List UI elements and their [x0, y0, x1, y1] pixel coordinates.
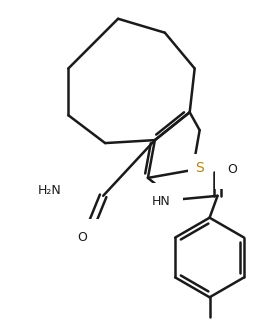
- Text: O: O: [227, 163, 237, 177]
- Text: S: S: [195, 161, 204, 175]
- Text: HN: HN: [152, 195, 171, 208]
- Text: O: O: [77, 231, 87, 244]
- Text: H₂N: H₂N: [38, 184, 61, 197]
